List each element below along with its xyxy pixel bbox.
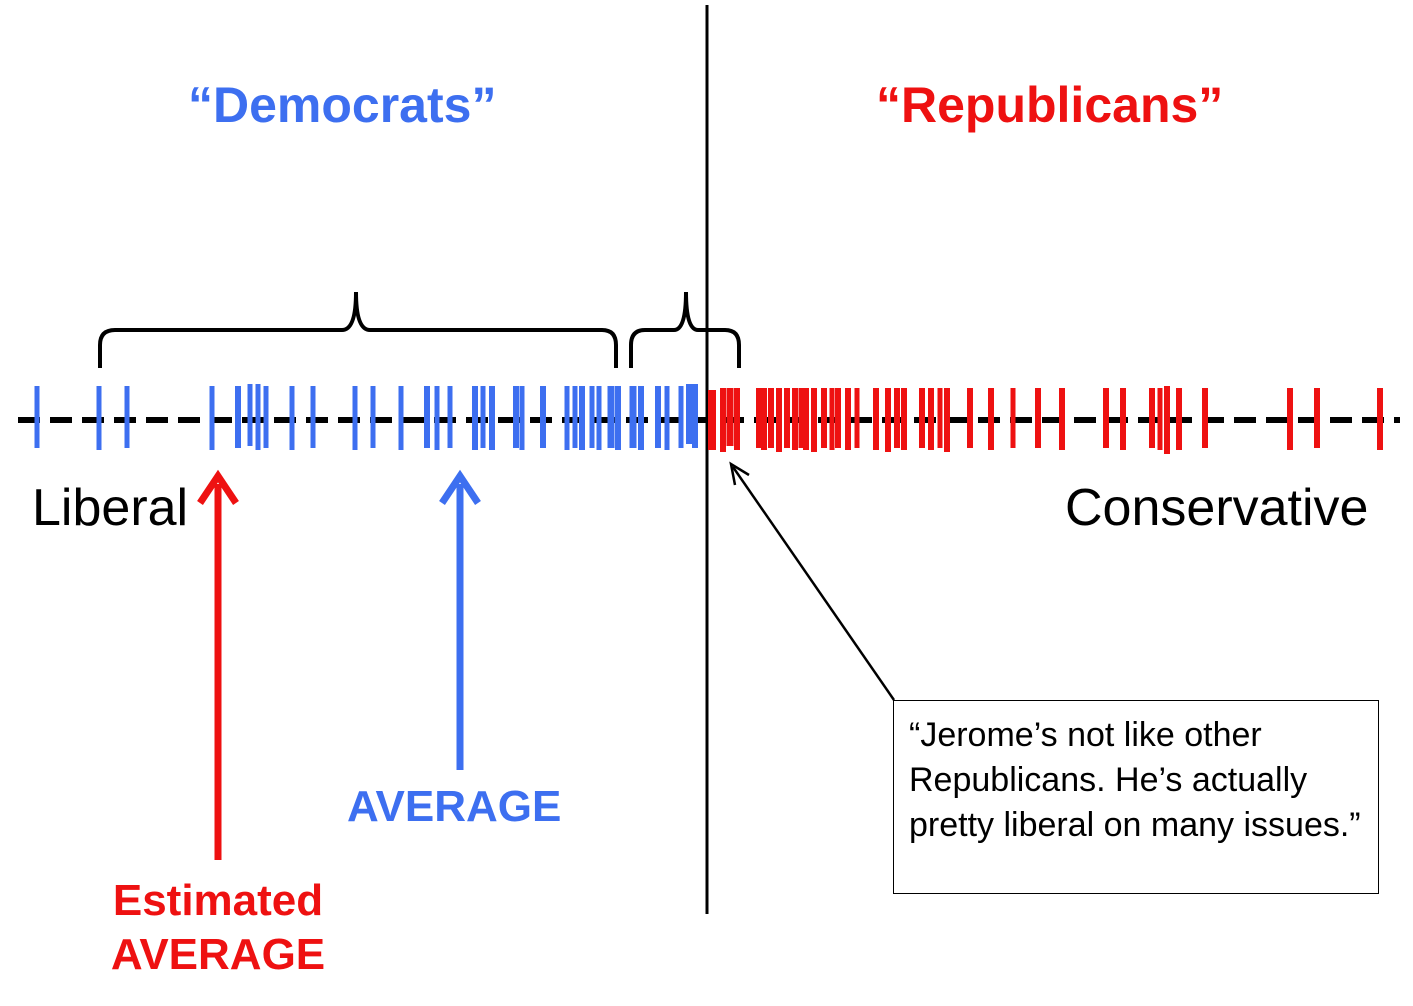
- republican-member-tick: [845, 388, 851, 450]
- republicans-heading: “Republicans”: [876, 77, 1224, 133]
- republican-member-tick: [1202, 388, 1208, 448]
- democrat-member-tick: [655, 386, 661, 448]
- republican-member-tick: [784, 388, 790, 448]
- democrat-member-tick: [664, 386, 670, 450]
- jerome-quote-box: “Jerome’s not like other Republicans. He…: [893, 700, 1379, 894]
- democrat-member-tick: [310, 386, 316, 448]
- republican-member-tick: [937, 388, 943, 448]
- democrat-member-tick: [480, 386, 486, 448]
- republican-member-tick: [811, 388, 817, 452]
- estimated-average-label: Estimated AVERAGE: [106, 874, 330, 982]
- republican-member-tick: [708, 390, 716, 450]
- democrat-member-tick: [424, 386, 430, 448]
- republican-member-tick: [885, 388, 891, 452]
- republican-member-tick: [919, 388, 925, 448]
- democrat-member-tick: [472, 386, 478, 450]
- republican-member-tick: [1287, 388, 1293, 450]
- moderate-bracket: [629, 291, 741, 368]
- democrat-member-tick: [235, 386, 241, 448]
- democrat-member-tick: [564, 386, 570, 450]
- republican-member-tick: [720, 388, 726, 452]
- democrat-member-tick: [34, 386, 40, 448]
- democrat-member-tick: [678, 386, 684, 448]
- democrat-member-tick: [692, 384, 698, 448]
- republican-member-tick: [1059, 388, 1065, 450]
- democrat-member-tick: [607, 386, 615, 448]
- republican-member-tick: [821, 388, 827, 448]
- democrat-member-tick: [247, 384, 253, 446]
- member-ticks: [34, 384, 1383, 454]
- republican-member-tick: [1010, 388, 1016, 448]
- democrat-member-tick: [596, 386, 602, 450]
- conservative-label: Conservative: [1065, 479, 1369, 537]
- democrat-member-tick: [209, 386, 215, 450]
- republican-member-tick: [1314, 388, 1320, 448]
- democrat-member-tick: [96, 386, 102, 450]
- republican-member-tick: [726, 388, 734, 446]
- democrat-member-tick: [519, 386, 525, 450]
- republican-member-tick: [792, 388, 798, 450]
- democrat-member-tick: [447, 386, 453, 448]
- democrat-member-tick: [589, 386, 595, 448]
- democrat-member-tick: [352, 386, 358, 450]
- democrats-heading: “Democrats”: [188, 77, 497, 133]
- democrat-member-tick: [370, 386, 376, 448]
- democrat-member-tick: [629, 386, 637, 448]
- democrat-member-tick: [124, 386, 130, 448]
- republican-member-tick: [901, 388, 907, 450]
- republican-member-tick: [1164, 386, 1170, 454]
- republican-member-tick: [1176, 388, 1182, 450]
- democrat-member-tick: [434, 386, 440, 450]
- liberal-label: Liberal: [32, 479, 189, 537]
- democrat-member-tick: [513, 386, 519, 448]
- republican-member-tick: [944, 388, 950, 452]
- republican-member-tick: [1120, 388, 1126, 450]
- democrat-member-tick: [686, 384, 692, 444]
- democrat-member-tick: [540, 386, 546, 448]
- democrat-member-tick: [289, 386, 295, 450]
- democrat-member-tick: [398, 386, 404, 450]
- jerome-pointer-arrow: [729, 461, 896, 701]
- republican-member-tick: [873, 388, 879, 450]
- democrat-bracket: [98, 291, 618, 368]
- republican-member-tick: [768, 388, 774, 448]
- republican-member-tick: [761, 388, 767, 450]
- average-arrow: [439, 469, 481, 770]
- republican-member-tick: [928, 388, 934, 450]
- republican-member-tick: [835, 388, 841, 448]
- republican-member-tick: [894, 388, 900, 448]
- democrat-member-tick: [638, 386, 644, 450]
- republican-member-tick: [1035, 388, 1041, 448]
- democrat-member-tick: [489, 386, 495, 450]
- republican-member-tick: [988, 388, 994, 450]
- republican-member-tick: [1103, 388, 1109, 448]
- republican-member-tick: [803, 388, 809, 450]
- republican-member-tick: [734, 388, 740, 450]
- republican-member-tick: [798, 388, 804, 448]
- estimated-average-arrow: [197, 469, 239, 860]
- republican-member-tick: [854, 388, 860, 448]
- republican-member-tick: [1157, 388, 1163, 450]
- republican-member-tick: [829, 388, 835, 450]
- republican-member-tick: [756, 388, 762, 448]
- democrat-member-tick: [255, 384, 261, 450]
- estimated-label-line1: Estimated: [112, 876, 324, 925]
- republican-member-tick: [1377, 388, 1383, 450]
- average-label: AVERAGE: [347, 782, 562, 831]
- republican-member-tick: [776, 388, 782, 452]
- estimated-label-line2: AVERAGE: [110, 930, 326, 979]
- republican-member-tick: [967, 388, 973, 448]
- democrat-member-tick: [263, 386, 269, 448]
- democrat-member-tick: [572, 386, 578, 448]
- democrat-member-tick: [579, 386, 585, 450]
- republican-member-tick: [1149, 388, 1155, 448]
- democrat-member-tick: [615, 386, 621, 450]
